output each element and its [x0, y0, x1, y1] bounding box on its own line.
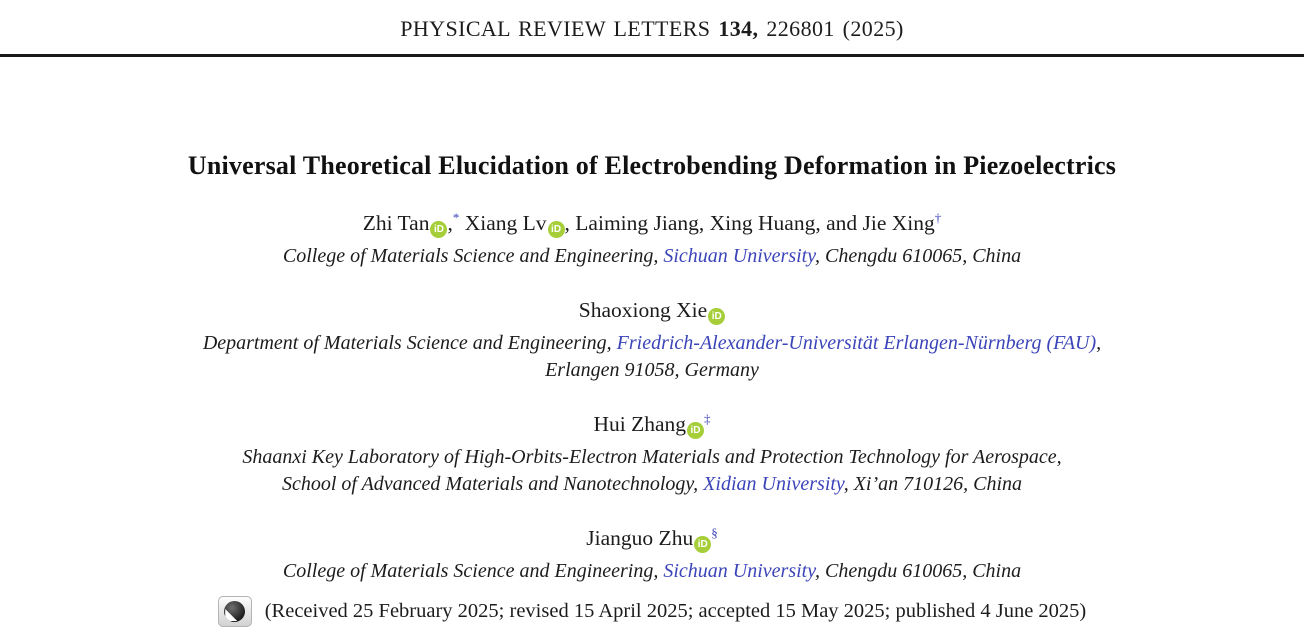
author-names-text: Xiang Lv [459, 211, 547, 235]
affiliation-text: , [1096, 332, 1102, 354]
affiliation-text: , Chengdu 610065, China [814, 245, 1022, 267]
orcid-icon[interactable]: iD [430, 221, 448, 238]
received-dates-text: (Received 25 February 2025; revised 15 A… [264, 600, 1087, 622]
author-name-line: Shaoxiong Xie iD [0, 296, 1304, 325]
affiliation-line: College of Materials Science and Enginee… [0, 558, 1304, 585]
affiliation-text: College of Materials Science and Enginee… [282, 245, 664, 267]
affiliation-line: Department of Materials Science and Engi… [0, 330, 1304, 357]
dates-row: (Received 25 February 2025; revised 15 A… [0, 596, 1304, 627]
journal-volume: 134, [718, 16, 759, 41]
journal-name: PHYSICAL REVIEW LETTERS [400, 16, 711, 41]
footnote-mark-link[interactable]: § [711, 524, 718, 540]
affiliation-line: Erlangen 91058, Germany [0, 357, 1304, 384]
orcid-icon[interactable]: iD [708, 308, 726, 325]
orcid-icon[interactable]: iD [687, 422, 705, 439]
crossmark-check-for-updates-icon[interactable] [217, 596, 252, 627]
crossmark-circle [224, 601, 246, 622]
author-name-line: Hui Zhang iD‡ [0, 410, 1304, 439]
footnote-mark-link[interactable]: † [934, 209, 942, 225]
paper-title: Universal Theoretical Elucidation of Ele… [187, 151, 1117, 180]
crossmark-wedge [225, 609, 238, 621]
header-rule [0, 54, 1304, 57]
author-groups: Zhi Tan iD ,* Xiang Lv iD, Laiming Jiang, X… [0, 209, 1304, 585]
author-names-text: Hui Zhang [593, 412, 687, 436]
footnote-mark-link[interactable]: ‡ [704, 410, 711, 426]
author-names-text: , [447, 211, 453, 235]
affiliation-line: Shaanxi Key Laboratory of High-Orbits-El… [0, 444, 1304, 471]
affiliation-university-link[interactable]: Sichuan University [663, 560, 815, 582]
affiliation-text: , Chengdu 610065, China [814, 560, 1022, 582]
affiliation-text: Shaanxi Key Laboratory of High-Orbits-El… [242, 446, 1062, 468]
affiliation-text: Erlangen 91058, Germany [545, 359, 759, 381]
affiliation-text: Department of Materials Science and Engi… [202, 332, 617, 354]
author-names-text: Zhi Tan [362, 211, 430, 235]
journal-issue-info: 226801 (2025) [766, 16, 904, 41]
affiliation-text: School of Advanced Materials and Nanotec… [281, 473, 704, 495]
affiliation-line: College of Materials Science and Enginee… [0, 243, 1304, 270]
footnote-mark-link[interactable]: * [452, 209, 460, 225]
affiliation-text: College of Materials Science and Enginee… [282, 560, 664, 582]
affiliation-university-link[interactable]: Friedrich-Alexander-Universität Erlangen… [616, 332, 1097, 354]
author-names-text: Jianguo Zhu [586, 526, 694, 550]
affiliation-text: , Xi’an 710126, China [843, 473, 1023, 495]
affiliation-university-link[interactable]: Xidian University [703, 473, 844, 495]
author-name-line: Jianguo Zhu iD§ [0, 524, 1304, 553]
orcid-icon[interactable]: iD [547, 221, 565, 238]
author-names-text: , Laiming Jiang, Xing Huang, and Jie Xin… [564, 211, 935, 235]
author-name-line: Zhi Tan iD ,* Xiang Lv iD, Laiming Jiang, X… [0, 209, 1304, 238]
orcid-icon[interactable]: iD [694, 536, 712, 553]
journal-header: PHYSICAL REVIEW LETTERS 134, 226801 (202… [0, 0, 1304, 42]
author-names-text: Shaoxiong Xie [578, 298, 708, 322]
affiliation-line: School of Advanced Materials and Nanotec… [0, 471, 1304, 498]
affiliation-university-link[interactable]: Sichuan University [663, 245, 815, 267]
